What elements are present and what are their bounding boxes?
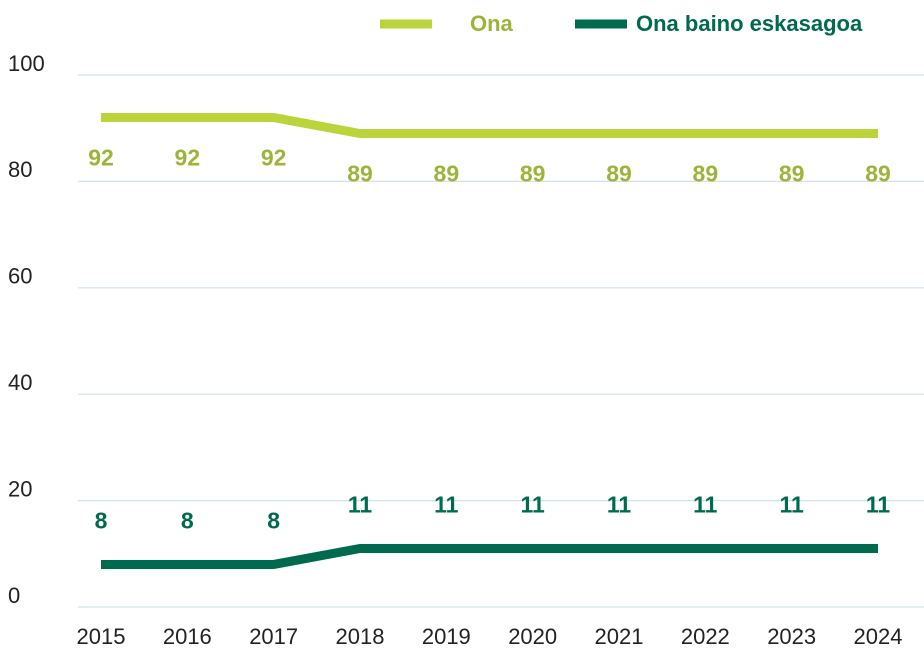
- data-label: 92: [175, 145, 201, 171]
- y-tick-label: 100: [8, 51, 45, 76]
- x-tick-label: 2024: [854, 624, 903, 649]
- data-label: 11: [434, 492, 459, 518]
- x-tick-label: 2016: [163, 624, 212, 649]
- series-line: [101, 113, 878, 139]
- legend-label: Ona baino eskasagoa: [636, 11, 863, 36]
- x-tick-label: 2018: [336, 624, 385, 649]
- data-label: 8: [95, 508, 108, 534]
- x-tick-label: 2015: [77, 624, 126, 649]
- data-label: 89: [434, 161, 460, 187]
- data-label: 89: [606, 161, 632, 187]
- data-label: 89: [347, 161, 373, 187]
- y-tick-label: 20: [8, 476, 32, 501]
- x-tick-label: 2017: [249, 624, 298, 649]
- series-line: [101, 543, 878, 569]
- legend-label: Ona: [470, 11, 514, 36]
- data-label: 8: [267, 508, 280, 534]
- x-tick-label: 2023: [767, 624, 816, 649]
- data-label: 11: [693, 492, 718, 518]
- data-label: 92: [88, 145, 114, 171]
- data-label: 11: [866, 492, 891, 518]
- data-label: 89: [693, 161, 719, 187]
- data-label: 8: [181, 508, 194, 534]
- x-tick-label: 2019: [422, 624, 471, 649]
- y-tick-label: 60: [8, 264, 32, 289]
- data-label: 89: [520, 161, 546, 187]
- y-tick-label: 0: [8, 583, 20, 608]
- data-label: 11: [780, 492, 805, 518]
- y-tick-label: 40: [8, 370, 32, 395]
- data-label: 89: [865, 161, 891, 187]
- y-tick-label: 80: [8, 157, 32, 182]
- data-label: 11: [521, 492, 546, 518]
- data-label: 11: [607, 492, 632, 518]
- data-label: 92: [261, 145, 287, 171]
- x-tick-label: 2020: [508, 624, 557, 649]
- data-label: 89: [779, 161, 805, 187]
- data-label: 11: [348, 492, 373, 518]
- x-tick-label: 2021: [595, 624, 644, 649]
- x-tick-label: 2022: [681, 624, 730, 649]
